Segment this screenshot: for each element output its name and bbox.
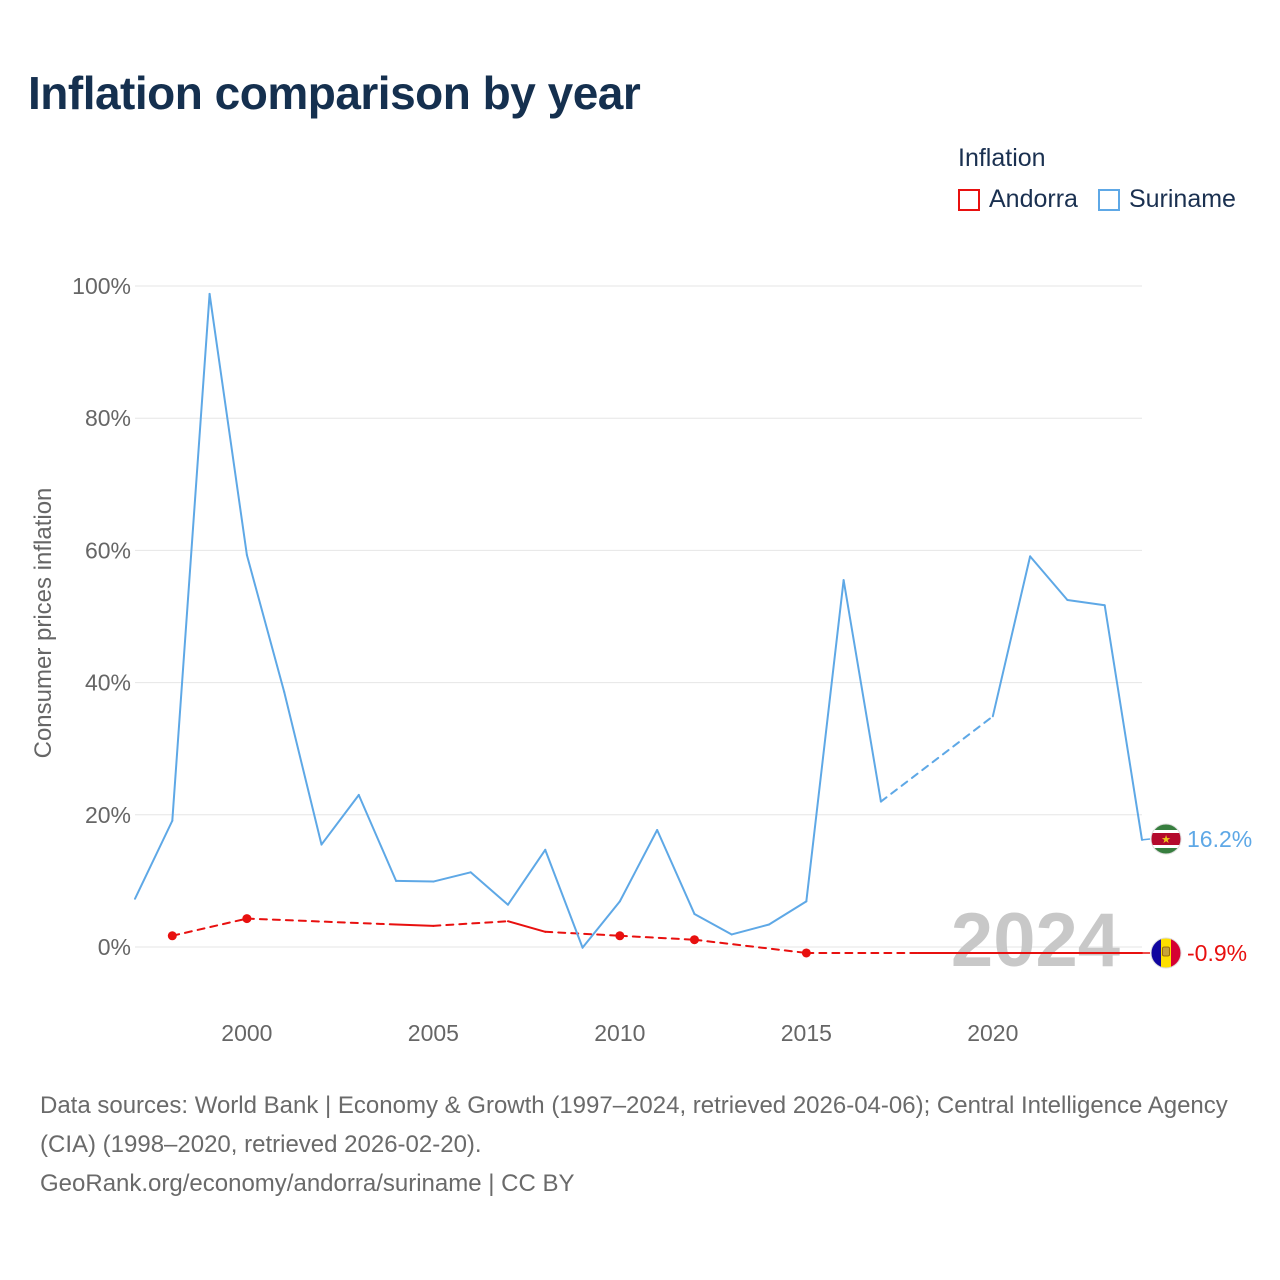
y-axis-label: Consumer prices inflation [30,488,57,759]
x-axis-ticks: 2000 2005 2010 2015 2020 [221,1020,1018,1046]
legend-label-andorra: Andorra [989,185,1078,213]
series-andorra-segment [693,938,808,954]
series-suriname-segment [357,793,398,882]
suriname-flag: ★ [1151,824,1181,854]
series-andorra-segment [432,920,509,927]
suriname-flag-ring [1150,823,1182,855]
legend-item-andorra[interactable]: Andorra [958,185,1078,214]
series-suriname-segment [730,923,771,936]
andorra-flag [1151,938,1181,968]
y-axis-ticks: 0% 20% 40% 60% 80% 100% [72,273,131,960]
grid-lines [135,285,1142,948]
series-suriname-segment [768,900,808,926]
series-suriname-segment [1066,598,1106,607]
legend-item-suriname[interactable]: Suriname [1097,185,1236,214]
series-suriname-segment [283,690,323,846]
y-tick-label: 40% [85,670,131,696]
y-tick-label: 100% [72,273,131,299]
andorra-flag-coat [1162,946,1170,957]
legend-swatch-andorra [958,188,980,211]
suriname-flag-red [1151,833,1181,845]
x-tick-label: 2010 [594,1020,645,1046]
suriname-flag-star: ★ [1161,834,1171,846]
x-tick-label: 2000 [221,1020,272,1046]
x-tick-label: 2020 [967,1020,1018,1046]
series-andorra-marker[interactable] [242,914,252,924]
footer: Data sources: World Bank | Economy & Gro… [40,1086,1240,1203]
series-andorra-marker[interactable] [801,948,811,958]
series-suriname-segment [1103,604,1143,841]
series-suriname-segment [991,555,1032,718]
line-chart: 0%20%40%60%80%100% 2000 2005 2010 2015 2020 … [30,273,1252,1046]
andorra-flag-ring [1150,937,1182,969]
y-tick-label: 0% [98,934,131,960]
x-tick-label: 2015 [781,1020,832,1046]
series-suriname-segment [469,871,509,906]
legend-swatch-suriname [1097,188,1120,211]
series-suriname-segment [506,848,547,906]
series-andorra-marker[interactable] [689,935,699,945]
series-suriname-end-connector [1141,838,1151,841]
legend-title: Inflation [958,144,1046,172]
andorra-flag-blue [1151,938,1161,968]
series-andorra-marker[interactable] [615,931,625,941]
series-suriname-segment [618,829,659,903]
series-suriname-segment [171,292,211,822]
series-suriname-segment [1029,555,1069,601]
series-suriname: 16.2% [134,292,1252,949]
series-andorra-marker[interactable] [167,931,177,941]
series-suriname-segment [134,819,174,900]
series-suriname-segment [879,715,994,803]
series-andorra-segment [395,923,435,927]
site-credit[interactable]: GeoRank.org/economy/andorra/suriname | C… [40,1170,575,1197]
y-tick-label: 20% [85,802,131,828]
series-andorra-segment [506,920,547,933]
legend: Andorra Suriname [958,185,1236,214]
y-tick-label: 60% [85,537,131,563]
series-suriname-segment [581,900,621,949]
series-suriname-segment [320,793,360,846]
series-andorra-segment [618,934,696,941]
y-tick-label: 80% [85,405,131,431]
andorra-flag-red [1171,938,1181,968]
series-suriname-segment [432,871,472,883]
data-sources: Data sources: World Bank | Economy & Gro… [40,1092,1228,1158]
series-andorra-end-label: -0.9% [1187,940,1247,966]
series-suriname-segment [544,848,584,949]
chart-title: Inflation comparison by year [28,67,641,119]
series-andorra-segment [544,930,621,937]
series-andorra: -0.9% [167,914,1247,966]
year-watermark: 2024 [951,898,1120,983]
series-suriname-segment [395,879,435,883]
series-layer: -0.9% 16.2% [134,292,1252,966]
legend-label-suriname: Suriname [1128,185,1236,213]
series-suriname-end-label: 16.2% [1187,826,1252,852]
series-suriname-segment [842,579,882,803]
series-suriname-segment [805,579,845,903]
x-tick-label: 2005 [408,1020,459,1046]
series-andorra-segment [171,917,248,937]
series-suriname-segment [245,554,286,693]
series-suriname-segment [208,292,248,557]
series-andorra-segment [245,917,398,926]
series-suriname-segment [693,912,733,936]
series-suriname-segment [656,829,696,915]
